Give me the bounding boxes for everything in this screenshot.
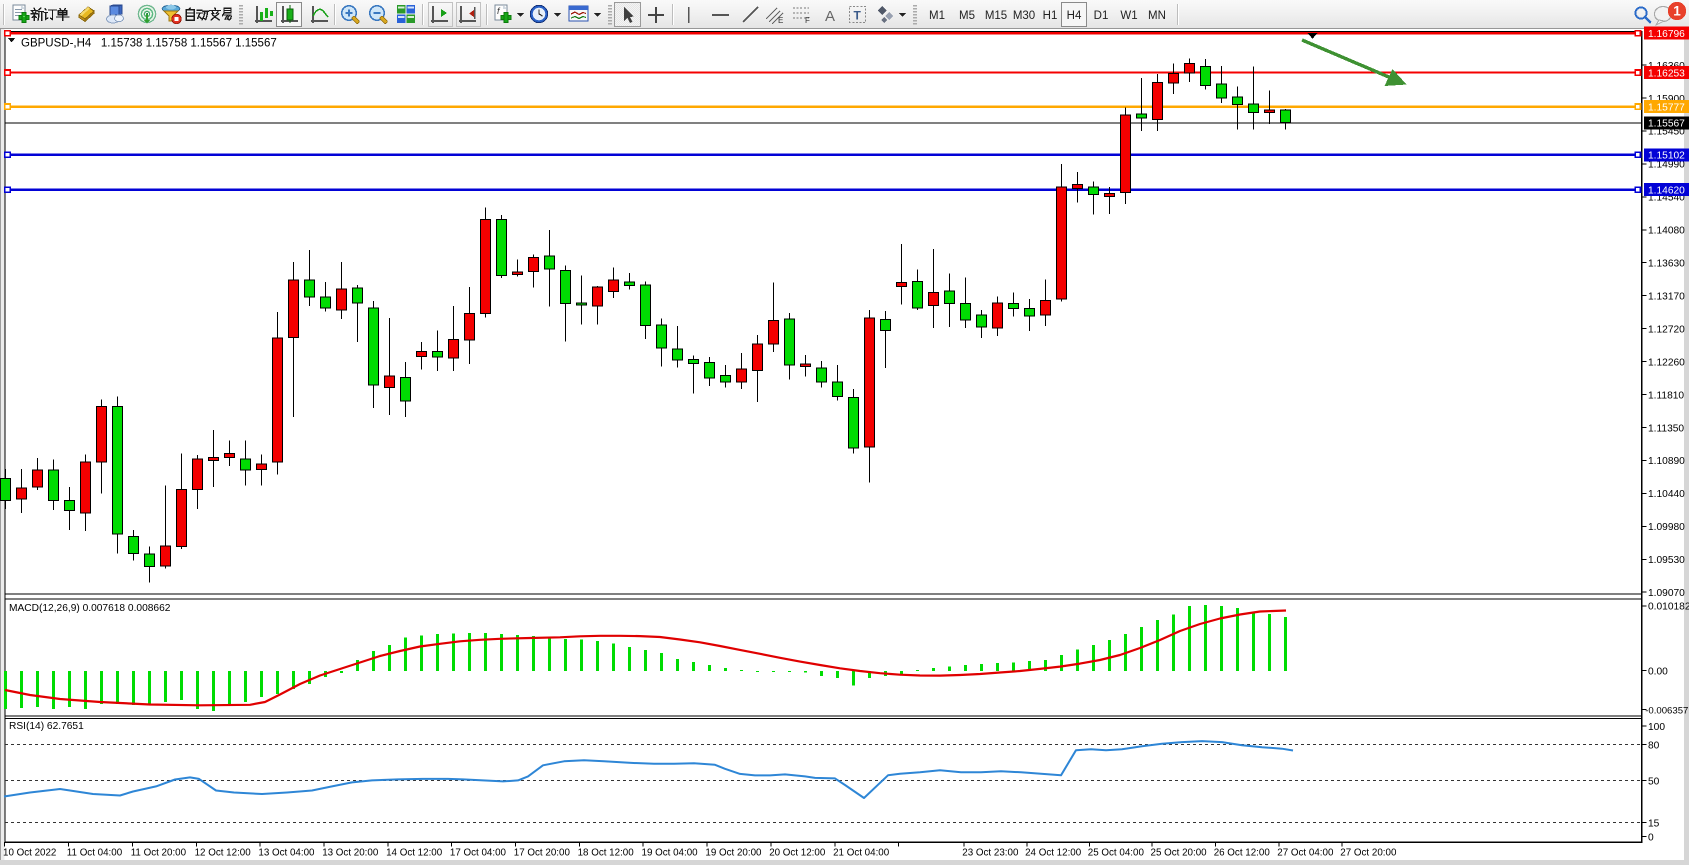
svg-text:1.12260: 1.12260 — [1648, 357, 1685, 368]
svg-text:15: 15 — [1648, 818, 1660, 829]
svg-text:M1: M1 — [929, 10, 945, 22]
svg-text:1.11810: 1.11810 — [1648, 390, 1684, 401]
svg-text:23 Oct 23:00: 23 Oct 23:00 — [962, 848, 1019, 859]
svg-text:F: F — [805, 16, 810, 25]
svg-text:100: 100 — [1648, 722, 1665, 733]
svg-text:M15: M15 — [985, 10, 1007, 22]
svg-text:13 Oct 20:00: 13 Oct 20:00 — [322, 848, 379, 859]
svg-text:D1: D1 — [1094, 10, 1109, 22]
svg-text:E: E — [778, 16, 783, 25]
svg-text:10 Oct 2022: 10 Oct 2022 — [3, 848, 56, 859]
svg-text:13 Oct 04:00: 13 Oct 04:00 — [258, 848, 315, 859]
svg-text:1.15900: 1.15900 — [1648, 94, 1685, 105]
svg-text:MACD(12,26,9) 0.007618 0.00866: MACD(12,26,9) 0.007618 0.008662 — [9, 603, 171, 614]
svg-text:1.14990: 1.14990 — [1648, 160, 1685, 171]
svg-text:20 Oct 12:00: 20 Oct 12:00 — [769, 848, 826, 859]
svg-text:19 Oct 04:00: 19 Oct 04:00 — [642, 848, 699, 859]
svg-text:f: f — [497, 6, 501, 16]
svg-text:1: 1 — [1673, 4, 1681, 19]
svg-text:M5: M5 — [959, 10, 975, 22]
svg-text:80: 80 — [1648, 740, 1660, 751]
svg-text:0.010182: 0.010182 — [1648, 602, 1689, 613]
svg-text:1.09070: 1.09070 — [1648, 588, 1685, 599]
svg-text:17 Oct 20:00: 17 Oct 20:00 — [514, 848, 571, 859]
svg-text:GBPUSD-,H4 1.15738 1.15758 1: GBPUSD-,H4 1.15738 1.15758 1.15567 1.155… — [21, 38, 277, 50]
svg-text:24 Oct 12:00: 24 Oct 12:00 — [1025, 848, 1082, 859]
svg-text:19 Oct 20:00: 19 Oct 20:00 — [705, 848, 762, 859]
svg-text:H1: H1 — [1043, 10, 1058, 22]
svg-text:1.15450: 1.15450 — [1648, 127, 1685, 138]
svg-text:12 Oct 12:00: 12 Oct 12:00 — [195, 848, 252, 859]
svg-text:1.10440: 1.10440 — [1648, 489, 1685, 500]
svg-text:1.16796: 1.16796 — [1648, 29, 1685, 40]
svg-text:17 Oct 04:00: 17 Oct 04:00 — [450, 848, 507, 859]
svg-text:11 Oct 04:00: 11 Oct 04:00 — [67, 848, 123, 859]
svg-text:T: T — [854, 9, 862, 23]
svg-text:1.16253: 1.16253 — [1648, 68, 1685, 79]
svg-text:1.15777: 1.15777 — [1648, 102, 1685, 113]
svg-text:26 Oct 12:00: 26 Oct 12:00 — [1214, 848, 1271, 859]
svg-text:1.12720: 1.12720 — [1648, 324, 1685, 335]
svg-text:1.13630: 1.13630 — [1648, 259, 1685, 270]
svg-text:H4: H4 — [1067, 10, 1082, 22]
svg-text:1.13170: 1.13170 — [1648, 291, 1685, 302]
svg-text:1.11350: 1.11350 — [1648, 423, 1684, 434]
svg-text:14 Oct 12:00: 14 Oct 12:00 — [386, 848, 443, 859]
svg-text:25 Oct 20:00: 25 Oct 20:00 — [1151, 848, 1208, 859]
svg-text:18 Oct 12:00: 18 Oct 12:00 — [578, 848, 635, 859]
svg-text:1.09980: 1.09980 — [1648, 522, 1685, 533]
svg-text:1.10890: 1.10890 — [1648, 456, 1685, 467]
svg-text:1.15567: 1.15567 — [1648, 119, 1685, 130]
svg-text:27 Oct 04:00: 27 Oct 04:00 — [1277, 848, 1334, 859]
svg-text:0: 0 — [1648, 832, 1654, 843]
svg-text:A: A — [825, 8, 835, 25]
svg-text:25 Oct 04:00: 25 Oct 04:00 — [1088, 848, 1145, 859]
svg-text:1.15102: 1.15102 — [1648, 151, 1685, 162]
svg-text:1.14620: 1.14620 — [1648, 186, 1685, 197]
svg-text:-0.006357: -0.006357 — [1645, 705, 1688, 716]
svg-text:27 Oct 20:00: 27 Oct 20:00 — [1340, 848, 1397, 859]
svg-text:0.00: 0.00 — [1648, 666, 1668, 677]
svg-text:1.09530: 1.09530 — [1648, 555, 1685, 566]
svg-text:W1: W1 — [1120, 10, 1137, 22]
svg-text:RSI(14) 62.7651: RSI(14) 62.7651 — [9, 721, 84, 732]
svg-text:1.14080: 1.14080 — [1648, 226, 1685, 237]
svg-text:MN: MN — [1148, 10, 1166, 22]
svg-text:M30: M30 — [1013, 10, 1035, 22]
svg-text:21 Oct 04:00: 21 Oct 04:00 — [833, 848, 890, 859]
svg-text:11 Oct 20:00: 11 Oct 20:00 — [131, 848, 187, 859]
svg-text:50: 50 — [1648, 777, 1660, 788]
svg-text:1.14540: 1.14540 — [1648, 193, 1685, 204]
